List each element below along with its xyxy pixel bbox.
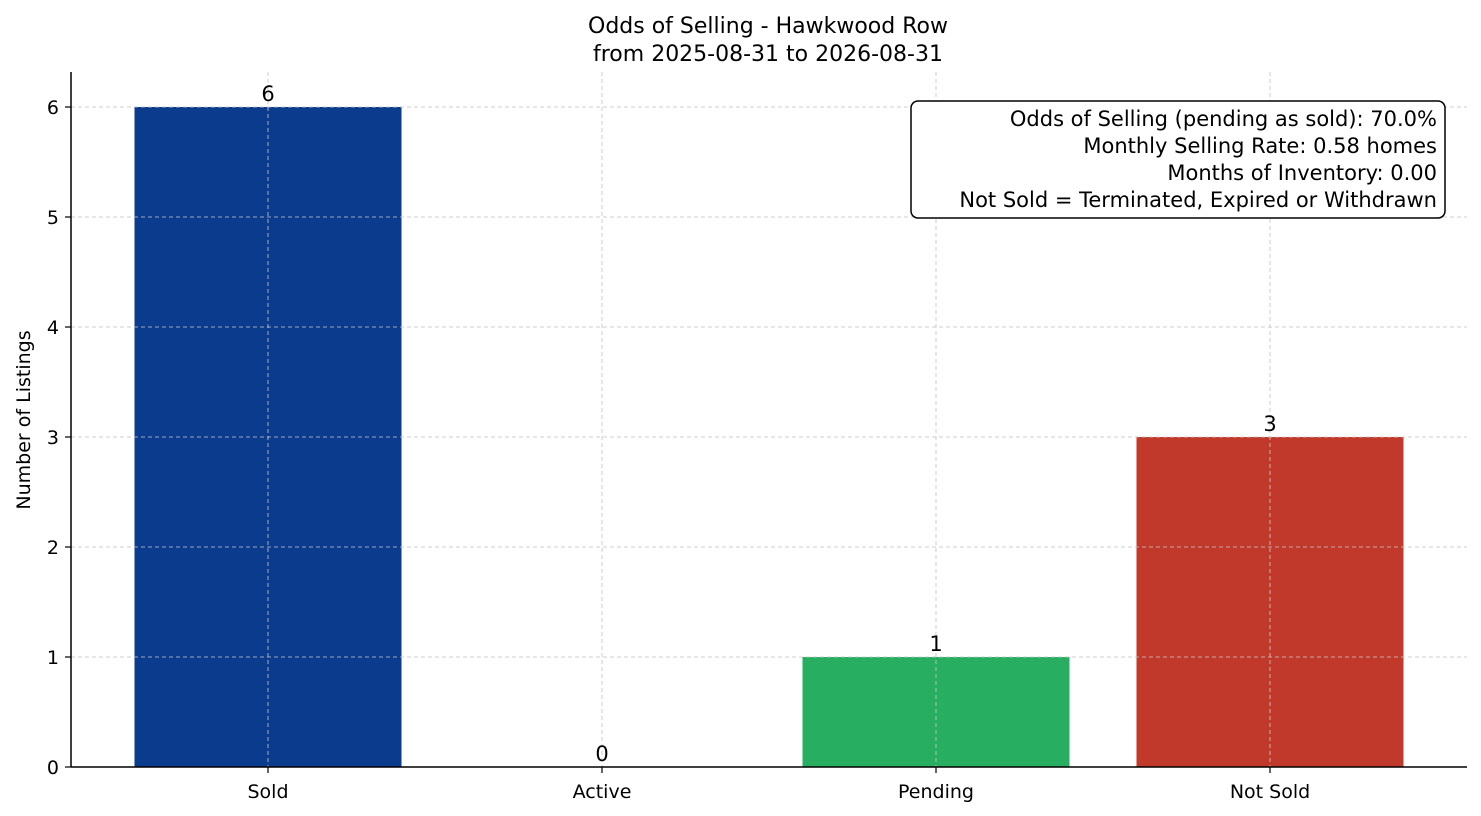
value-labels: 6 0 1 3 [261, 82, 1276, 766]
y-tick-label: 5 [47, 207, 59, 229]
info-odds: Odds of Selling (pending as sold): 70.0% [1010, 107, 1437, 131]
x-tick-label: Pending [898, 781, 974, 803]
x-tick-label: Sold [247, 781, 288, 803]
info-box-frame [910, 100, 1446, 219]
value-label: 1 [929, 632, 942, 656]
axes [70, 72, 1467, 768]
y-tick-label: 6 [47, 97, 59, 119]
y-axis-label: Number of Listings [13, 330, 35, 509]
y-tick-label: 0 [47, 757, 59, 779]
chart-subtitle: from 2025-08-31 to 2026-08-31 [593, 42, 943, 67]
tick-labels: 0 1 2 3 4 5 6 Sold Active Pending Not Sold [47, 97, 1310, 803]
info-selling-rate: Monthly Selling Rate: 0.58 homes [1083, 134, 1437, 158]
info-box: Odds of Selling (pending as sold): 70.0%… [910, 100, 1446, 219]
info-inventory: Months of Inventory: 0.00 [1167, 161, 1437, 185]
x-tick-label: Not Sold [1230, 781, 1310, 803]
y-tick-label: 1 [47, 647, 59, 669]
value-label: 6 [261, 82, 274, 106]
x-tick-label: Active [573, 781, 632, 803]
y-tick-label: 4 [47, 317, 59, 339]
y-tick-label: 3 [47, 427, 59, 449]
info-not-sold-definition: Not Sold = Terminated, Expired or Withdr… [959, 188, 1437, 212]
value-label: 3 [1263, 412, 1276, 436]
chart-title: Odds of Selling - Hawkwood Row [588, 14, 948, 39]
y-tick-label: 2 [47, 537, 59, 559]
value-label: 0 [595, 742, 608, 766]
